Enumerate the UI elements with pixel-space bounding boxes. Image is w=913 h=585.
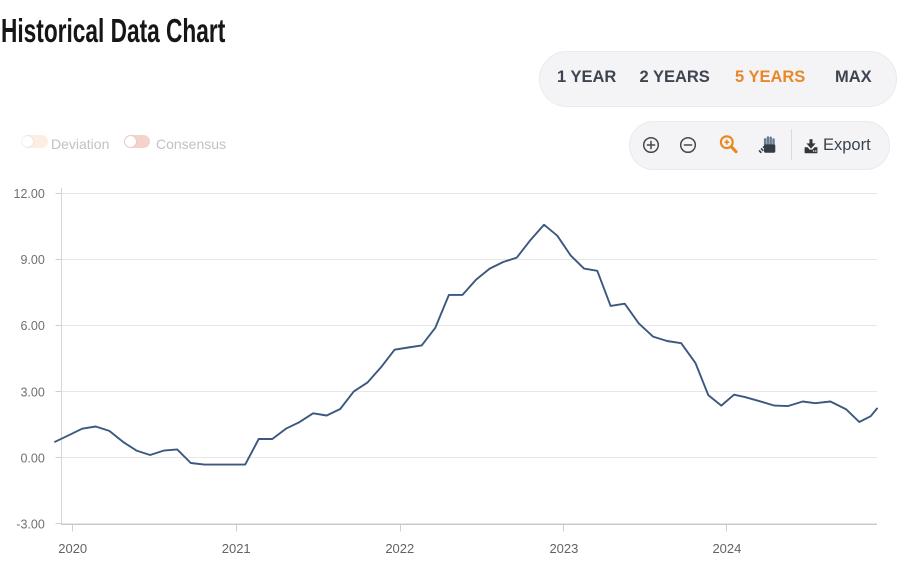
svg-text:2021: 2021: [222, 541, 251, 556]
svg-text:3.00: 3.00: [20, 385, 44, 399]
svg-text:9.00: 9.00: [20, 253, 44, 267]
svg-text:-3.00: -3.00: [16, 518, 45, 532]
svg-text:2023: 2023: [549, 541, 578, 556]
svg-text:12.00: 12.00: [14, 187, 45, 201]
svg-text:2022: 2022: [385, 541, 414, 556]
svg-text:6.00: 6.00: [20, 319, 44, 333]
svg-text:2020: 2020: [58, 541, 87, 556]
svg-text:2024: 2024: [712, 541, 741, 556]
svg-text:0.00: 0.00: [20, 451, 44, 465]
